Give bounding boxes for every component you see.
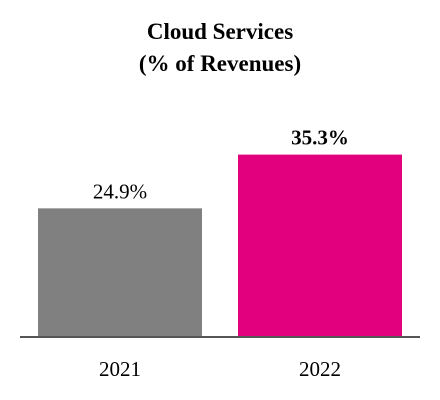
bar-2022 [238, 154, 402, 337]
bar-2021 [38, 208, 202, 337]
data-label-2021: 24.9% [93, 179, 147, 203]
data-label-2022: 35.3% [291, 126, 349, 150]
x-tick-label-2022: 2022 [299, 357, 341, 381]
chart-subtitle: (% of Revenues) [138, 51, 302, 76]
chart-title: Cloud Services [146, 19, 294, 44]
x-tick-label-2021: 2021 [99, 357, 141, 381]
